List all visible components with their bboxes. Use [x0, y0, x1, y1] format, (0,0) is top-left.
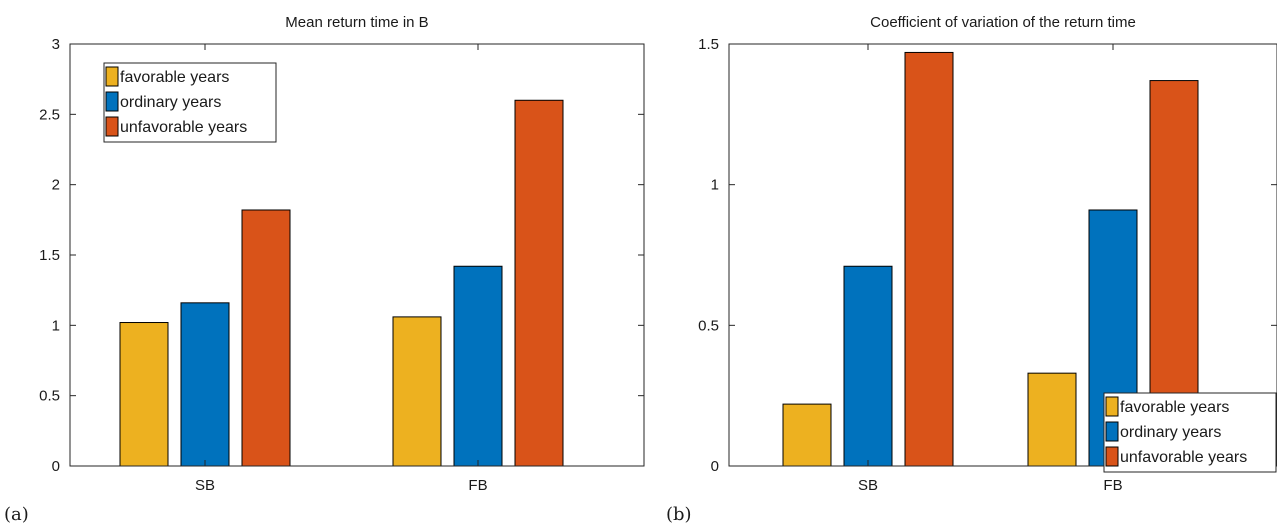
- x-tick-label: FB: [468, 477, 487, 494]
- bar-favorable-years-FB: [1027, 372, 1077, 467]
- legend: favorable years ordinary years unfavorable…: [103, 62, 277, 143]
- y-tick-label: 0: [52, 458, 60, 475]
- chart-title: Mean return time in B: [285, 14, 428, 31]
- y-tick-label: 2: [52, 177, 60, 194]
- legend-swatch-favorable-years: [1105, 396, 1119, 417]
- legend-box: [103, 62, 277, 143]
- legend-swatch-unfavorable-years: [105, 116, 119, 137]
- legend-swatch-ordinary-years: [1105, 421, 1119, 442]
- legend-label: unfavorable years: [120, 119, 247, 136]
- bar-favorable-years-FB: [392, 316, 442, 467]
- y-tick-label: 1.5: [698, 36, 719, 53]
- chart-panel-b: 0 0.5 1 1.5 SB FB Coefficient of variation of …: [666, 14, 1277, 525]
- panel-label: (a): [4, 504, 29, 525]
- x-tick-label: SB: [195, 477, 215, 494]
- bar-ordinary-years-SB: [843, 265, 893, 467]
- legend-label: unfavorable years: [1120, 449, 1247, 466]
- legend-swatch-favorable-years: [105, 66, 119, 87]
- y-tick-label: 1: [711, 177, 719, 194]
- y-tick-label: 3: [52, 36, 60, 53]
- legend-box: [1103, 392, 1277, 473]
- bar-unfavorable-years-SB: [904, 51, 954, 467]
- y-tick-label: 0: [711, 458, 719, 475]
- legend-swatch-unfavorable-years: [1105, 446, 1119, 467]
- y-tick-label: 1: [52, 317, 60, 334]
- y-tick-label: 2.5: [39, 106, 60, 123]
- y-tick-label: 1.5: [39, 247, 60, 264]
- legend-label: ordinary years: [1120, 424, 1221, 441]
- bar-unfavorable-years-FB: [514, 99, 564, 467]
- y-tick-label: 0.5: [39, 388, 60, 405]
- legend-label: favorable years: [120, 69, 229, 86]
- legend-swatch-ordinary-years: [105, 91, 119, 112]
- bar-favorable-years-SB: [119, 322, 169, 467]
- chart-panel-a: 0 0.5 1 1.5 2 2.5 3 SB FB Mean return time in B (a…: [4, 14, 645, 525]
- bar-ordinary-years-FB: [453, 265, 503, 467]
- panel-label: (b): [666, 504, 692, 525]
- legend-label: ordinary years: [120, 94, 221, 111]
- y-tick-label: 0.5: [698, 317, 719, 334]
- bar-favorable-years-SB: [782, 403, 832, 467]
- chart-title: Coefficient of variation of the return t…: [870, 14, 1136, 31]
- bar-unfavorable-years-SB: [241, 209, 291, 467]
- x-tick-label: SB: [858, 477, 878, 494]
- legend-label: favorable years: [1120, 399, 1229, 416]
- axes-box: [728, 43, 1277, 467]
- bar-ordinary-years-SB: [180, 302, 230, 467]
- x-tick-label: FB: [1103, 477, 1122, 494]
- legend: favorable years ordinary years unfavorable…: [1103, 392, 1277, 473]
